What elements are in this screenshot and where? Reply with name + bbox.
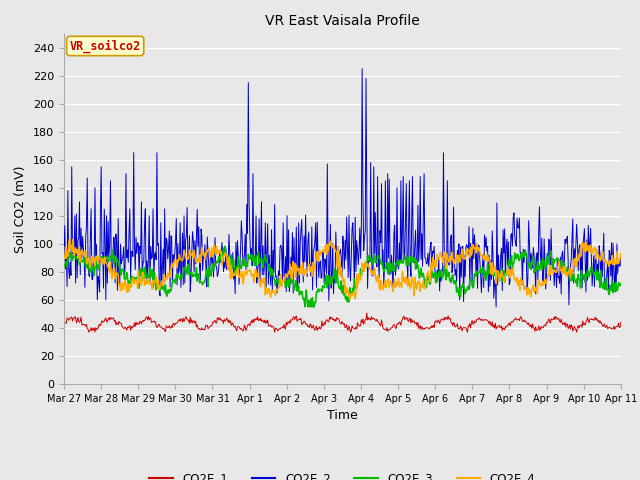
Legend: CO2E_1, CO2E_2, CO2E_3, CO2E_4: CO2E_1, CO2E_2, CO2E_3, CO2E_4 bbox=[145, 468, 540, 480]
Title: VR East Vaisala Profile: VR East Vaisala Profile bbox=[265, 14, 420, 28]
X-axis label: Time: Time bbox=[327, 409, 358, 422]
Y-axis label: Soil CO2 (mV): Soil CO2 (mV) bbox=[15, 165, 28, 252]
Text: VR_soilco2: VR_soilco2 bbox=[70, 39, 141, 53]
